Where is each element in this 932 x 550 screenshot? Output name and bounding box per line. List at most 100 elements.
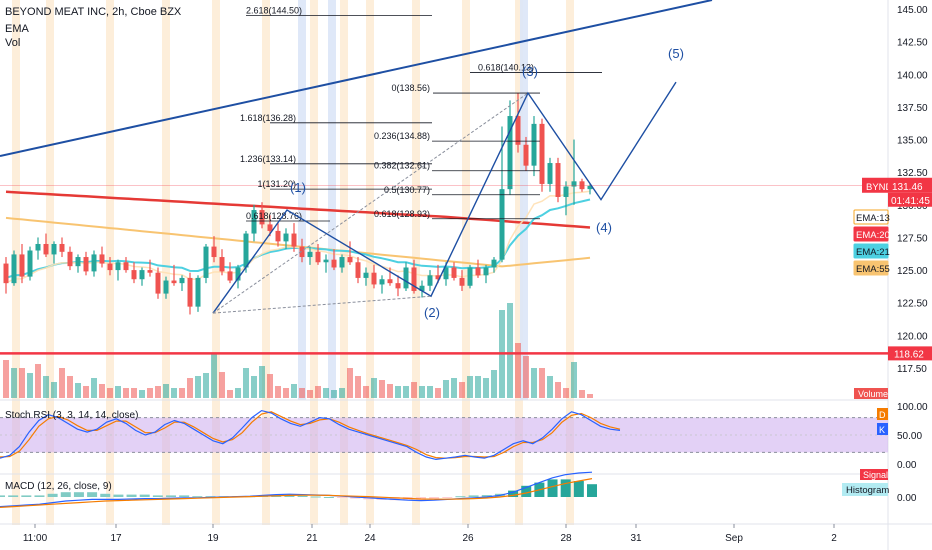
candle-body: [83, 257, 89, 272]
price-tick-label: 142.50: [897, 38, 928, 49]
candle-body: [299, 246, 305, 258]
macd-signal-line: [0, 478, 593, 508]
candle-body: [163, 280, 169, 294]
volume-bar: [443, 380, 449, 398]
macd-histogram-bar: [60, 492, 71, 497]
wave-label: (1): [290, 180, 306, 195]
candle-body: [107, 263, 113, 271]
time-tick-label: 31: [630, 533, 642, 544]
fib-level-label: 0.5(130.77): [384, 185, 430, 195]
session-stripe: [12, 400, 20, 525]
candle-body: [315, 251, 321, 263]
volume-bar: [3, 360, 9, 398]
candle-body: [443, 267, 449, 280]
candle-body: [235, 267, 241, 281]
wave-label: (5): [668, 46, 684, 61]
fib-level-label: 2.618(144.50): [246, 6, 302, 16]
stoch-tick-label: 50.00: [897, 431, 922, 442]
volume-bar: [83, 386, 89, 398]
price-tick-label: 117.50: [897, 364, 927, 375]
candle-body: [323, 259, 329, 263]
candle-body: [459, 277, 465, 286]
macd-histogram-bar: [455, 496, 466, 498]
session-stripe: [566, 0, 574, 400]
ema-legend-badge: [853, 243, 889, 259]
volume-bar: [467, 376, 473, 398]
macd-histogram-badge: [842, 483, 888, 496]
volume-bar: [379, 380, 385, 398]
candle-body: [515, 116, 521, 145]
candle-body: [267, 224, 273, 231]
candle-body: [259, 210, 265, 225]
ema-legend-badge: [853, 226, 889, 242]
stoch-k-line: [0, 409, 621, 461]
time-tick-label: 28: [560, 533, 572, 544]
volume-bar: [523, 356, 529, 398]
session-stripe: [462, 0, 470, 400]
candle-body: [555, 163, 561, 197]
session-stripe: [340, 0, 348, 400]
vol-indicator-label[interactable]: Vol: [5, 37, 21, 49]
fib-level-label: 0.382(132.61): [374, 161, 430, 171]
ema-legend-badge: [853, 260, 889, 276]
candle-body: [179, 277, 185, 284]
last-price-value: 131.46: [892, 182, 923, 193]
volume-bar: [435, 388, 441, 398]
volume-bar: [147, 388, 153, 398]
candle-body: [435, 275, 441, 280]
fib-level-label: 1(131.20): [257, 179, 296, 189]
volume-bar: [195, 376, 201, 398]
candle-body: [395, 283, 401, 289]
macd-histogram-bar: [337, 497, 348, 498]
candle-body: [195, 277, 201, 307]
fib-level-label: 0.618(140.13): [478, 63, 534, 73]
candle-body: [155, 272, 161, 294]
macd-histogram-bar: [521, 485, 532, 497]
ema-200-line: [5, 190, 591, 229]
session-stripe: [12, 0, 20, 400]
session-stripe: [262, 0, 270, 400]
ema-legend-badge-label: EMA:21: [856, 247, 890, 258]
session-stripe: [412, 400, 420, 525]
volume-bar: [35, 364, 41, 398]
candle-body: [347, 257, 353, 263]
macd-histogram-bar: [166, 495, 177, 497]
session-stripe-blue: [298, 0, 306, 400]
candle-body: [11, 254, 17, 284]
volume-bar: [547, 376, 553, 398]
time-tick-label: 21: [306, 533, 318, 544]
volume-bar: [19, 368, 25, 398]
last-price-tag: [888, 177, 932, 193]
session-stripe: [262, 400, 270, 525]
candle-body: [491, 259, 497, 268]
volume-bar: [91, 378, 97, 398]
candle-body: [539, 123, 545, 184]
candle-body: [427, 275, 433, 286]
volume-bar: [475, 376, 481, 398]
time-tick-label: 2: [831, 533, 837, 544]
fib-level-label: 0.618(128.76): [246, 211, 302, 221]
volume-bar: [331, 390, 337, 398]
volume-bar: [99, 384, 105, 398]
candle-body: [91, 254, 97, 272]
macd-histogram-bar: [310, 496, 321, 498]
stoch-tick-label: 100.00: [897, 402, 928, 413]
volume-bar: [115, 386, 121, 398]
session-stripe: [212, 400, 220, 525]
volume-bar: [507, 303, 513, 398]
countdown-tag: [888, 192, 932, 207]
volume-bar: [483, 378, 489, 398]
session-stripe: [462, 400, 470, 525]
volume-bar: [395, 386, 401, 398]
elliott-wave-path: [212, 81, 677, 314]
volume-bar: [139, 390, 145, 398]
ema-indicator-label[interactable]: EMA: [5, 23, 29, 35]
volume-bar: [107, 388, 113, 398]
session-stripe: [106, 0, 114, 400]
stoch-tick-label: 0.00: [897, 460, 917, 471]
candle-body: [291, 233, 297, 247]
volume-bar: [531, 368, 537, 398]
volume-bar: [515, 343, 521, 398]
macd-histogram-bar: [21, 495, 32, 497]
